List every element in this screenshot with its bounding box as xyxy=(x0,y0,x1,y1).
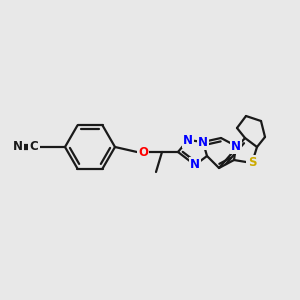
Text: N: N xyxy=(190,158,200,172)
Text: S: S xyxy=(248,157,256,169)
Text: N: N xyxy=(183,134,193,146)
Text: C: C xyxy=(30,140,38,154)
Text: N: N xyxy=(13,140,23,154)
Text: N: N xyxy=(198,136,208,148)
Text: O: O xyxy=(138,146,148,158)
Text: N: N xyxy=(231,140,241,152)
